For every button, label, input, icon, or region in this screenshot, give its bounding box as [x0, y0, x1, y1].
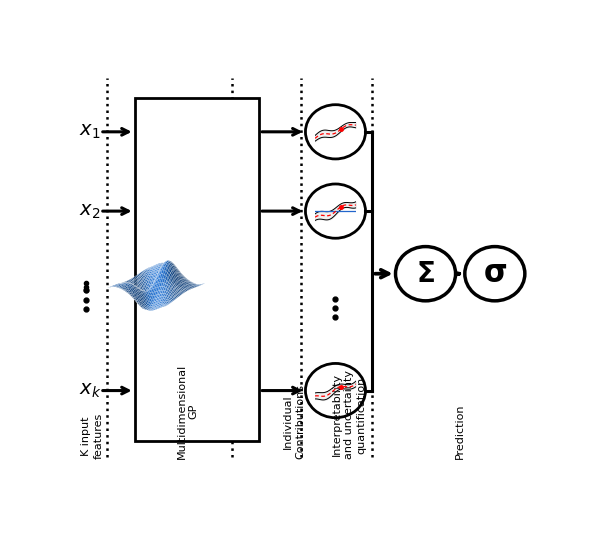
Text: $\mathbf{\Sigma}$: $\mathbf{\Sigma}$ [416, 260, 435, 288]
Text: $x_2$: $x_2$ [79, 202, 100, 221]
Text: $\mathbf{\sigma}$: $\mathbf{\sigma}$ [483, 259, 507, 288]
Text: K input
features: K input features [81, 413, 103, 460]
Text: Multidimensional
GP: Multidimensional GP [176, 364, 199, 460]
Circle shape [305, 105, 365, 159]
Text: $x_1$: $x_1$ [79, 122, 101, 141]
Text: Interpretability
and uncertainty
quantification: Interpretability and uncertainty quantif… [332, 370, 367, 460]
Text: Individual
Contributions: Individual Contributions [283, 384, 305, 460]
Circle shape [305, 184, 365, 238]
Circle shape [305, 364, 365, 418]
Bar [135, 99, 259, 441]
Text: $x_k$: $x_k$ [79, 381, 101, 400]
Text: Prediction: Prediction [455, 404, 465, 460]
Circle shape [396, 247, 455, 301]
Circle shape [465, 247, 525, 301]
